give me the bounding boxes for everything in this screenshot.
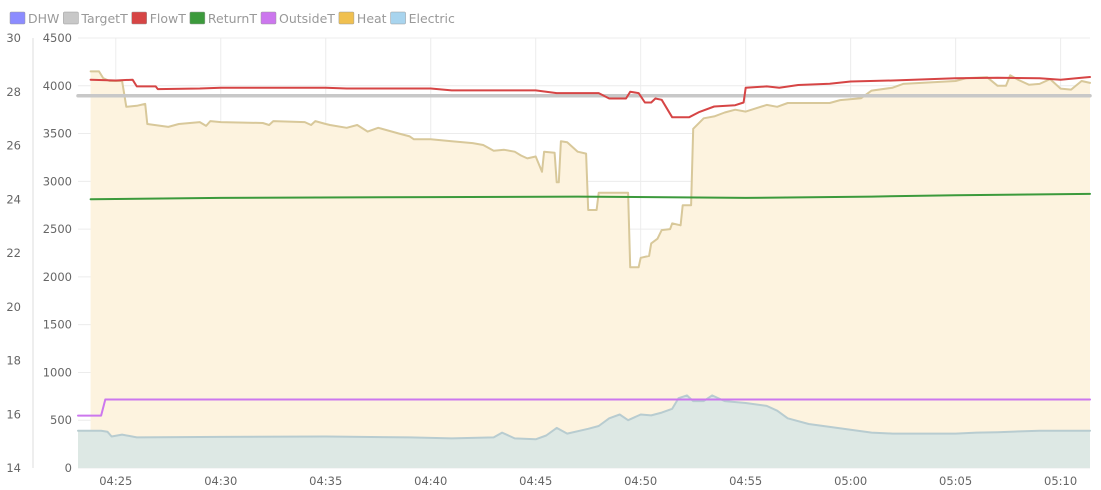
y-right-tick-label: 3000 xyxy=(43,174,72,188)
y-left-tick-label: 14 xyxy=(6,461,21,475)
legend-label: Electric xyxy=(409,11,455,26)
x-tick-label: 05:00 xyxy=(834,474,867,488)
electric-area xyxy=(78,395,1090,468)
legend-item-outsidet[interactable]: OutsideT xyxy=(260,11,335,26)
x-tick-label: 04:30 xyxy=(204,474,237,488)
y-right-tick-label: 500 xyxy=(50,413,72,427)
y-right-tick-label: 0 xyxy=(65,461,72,475)
y-left-tick-label: 18 xyxy=(6,354,21,368)
y-right-tick-label: 1000 xyxy=(43,365,72,379)
area-fills xyxy=(78,71,1091,469)
legend-swatch xyxy=(338,11,355,25)
x-tick-label: 05:10 xyxy=(1044,474,1077,488)
legend-label: OutsideT xyxy=(279,11,335,26)
legend-label: ReturnT xyxy=(208,11,257,26)
y-right-tick-label: 2000 xyxy=(43,270,72,284)
legend-item-returnt[interactable]: ReturnT xyxy=(189,11,257,26)
legend-item-flowt[interactable]: FlowT xyxy=(131,11,187,26)
legend-label: Heat xyxy=(357,11,387,26)
legend-label: DHW xyxy=(28,11,59,26)
x-tick-label: 04:35 xyxy=(309,474,342,488)
y-right-tick-label: 2500 xyxy=(43,222,72,236)
y-right-tick-label: 4000 xyxy=(43,79,72,93)
y-left-tick-label: 24 xyxy=(6,192,21,206)
electric-line xyxy=(77,394,1091,441)
legend-swatch xyxy=(9,11,26,25)
y-left-tick-label: 16 xyxy=(6,407,21,421)
x-tick-label: 04:55 xyxy=(729,474,762,488)
y-right-tick-label: 4500 xyxy=(43,31,72,45)
legend-label: TargetT xyxy=(80,11,128,26)
x-tick-label: 04:25 xyxy=(99,474,132,488)
y-left-tick-label: 20 xyxy=(6,300,21,314)
y-left-tick-label: 30 xyxy=(6,31,21,45)
x-tick-label: 04:50 xyxy=(624,474,657,488)
legend-item-targett[interactable]: TargetT xyxy=(63,11,128,26)
legend-swatch xyxy=(390,11,406,25)
outsidet-line xyxy=(77,398,1091,417)
heat-area xyxy=(90,71,1091,469)
flowt-line xyxy=(89,76,1091,119)
legend-swatch xyxy=(189,11,206,25)
legend-swatch xyxy=(260,11,277,25)
series-lines xyxy=(76,70,1092,441)
x-tick-label: 04:45 xyxy=(519,474,552,488)
returnt-line xyxy=(89,192,1091,201)
y-left-tick-label: 22 xyxy=(6,246,21,260)
y-right-tick-label: 3500 xyxy=(43,127,72,141)
legend[interactable]: DHW TargetT FlowT ReturnT OutsideT Heat Electr… xyxy=(9,11,455,26)
legend-item-electric[interactable]: Electric xyxy=(390,11,455,26)
legend-item-heat[interactable]: Heat xyxy=(338,11,387,26)
x-tick-label: 04:40 xyxy=(414,474,447,488)
legend-swatch xyxy=(63,11,79,25)
x-tick-label: 05:05 xyxy=(939,474,972,488)
y-left-tick-label: 28 xyxy=(6,85,21,99)
legend-item-dhw[interactable]: DHW xyxy=(9,11,59,26)
y-right-tick-label: 1500 xyxy=(43,318,72,332)
axes: 14 16 18 20 22 24 26 28 30 0 500 1000 1500 2000 2500 30… xyxy=(6,31,1077,488)
y-left-tick-label: 26 xyxy=(6,139,21,153)
legend-label: FlowT xyxy=(150,11,187,26)
heat-line xyxy=(89,70,1091,269)
legend-swatch xyxy=(131,11,147,25)
